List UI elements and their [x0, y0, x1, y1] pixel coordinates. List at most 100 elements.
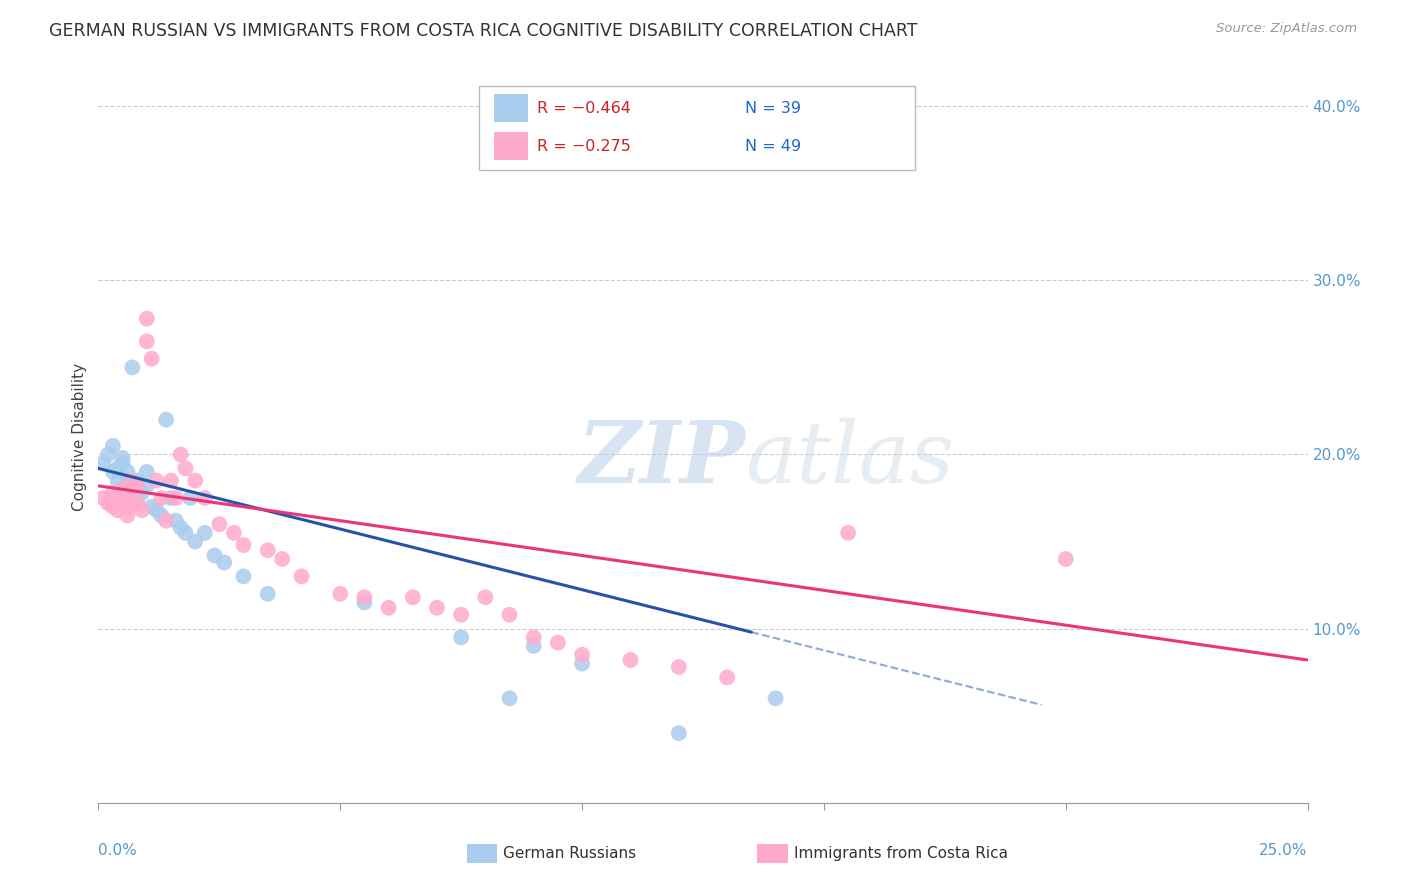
Text: Immigrants from Costa Rica: Immigrants from Costa Rica [793, 846, 1008, 861]
FancyBboxPatch shape [479, 86, 915, 170]
Point [668, 660, 690, 674]
Point [121, 474, 143, 488]
Point [145, 474, 167, 488]
Point [127, 491, 149, 505]
Point [450, 607, 472, 622]
Point [498, 691, 520, 706]
Point [165, 491, 187, 505]
Point [107, 503, 129, 517]
Point [353, 595, 375, 609]
Point [523, 631, 546, 645]
Point [212, 556, 235, 570]
Point [121, 483, 143, 497]
Point [107, 461, 129, 475]
Bar [494, 132, 527, 160]
Point [97, 448, 120, 462]
Point [174, 525, 197, 540]
Point [117, 500, 139, 514]
Point [426, 600, 449, 615]
Point [101, 500, 124, 514]
Point [194, 491, 217, 505]
Point [194, 525, 217, 540]
Point [353, 591, 375, 605]
Point [222, 525, 245, 540]
Point [101, 465, 124, 479]
Text: 0.0%: 0.0% [98, 843, 138, 858]
Point [150, 508, 173, 523]
Point [179, 491, 201, 505]
Point [107, 474, 129, 488]
Point [121, 360, 143, 375]
Point [135, 311, 157, 326]
Point [155, 514, 177, 528]
Point [91, 491, 114, 505]
Point [111, 450, 134, 465]
Point [127, 496, 149, 510]
Point [111, 483, 134, 497]
Point [256, 543, 278, 558]
Point [837, 525, 859, 540]
Point [117, 508, 139, 523]
Point [329, 587, 352, 601]
Point [256, 587, 278, 601]
Point [169, 521, 191, 535]
Point [184, 534, 207, 549]
Point [571, 657, 593, 671]
Point [160, 474, 183, 488]
Point [174, 461, 197, 475]
Point [135, 465, 157, 479]
Point [101, 439, 124, 453]
Text: ZIP: ZIP [578, 417, 745, 500]
Point [155, 412, 177, 426]
Point [402, 591, 425, 605]
Point [619, 653, 641, 667]
Point [169, 448, 191, 462]
Point [765, 691, 787, 706]
Point [127, 474, 149, 488]
Y-axis label: Cognitive Disability: Cognitive Disability [72, 363, 87, 511]
Point [160, 491, 183, 505]
Point [111, 456, 134, 470]
Text: 25.0%: 25.0% [1260, 843, 1308, 858]
Point [117, 465, 139, 479]
Text: N = 49: N = 49 [745, 139, 801, 154]
Point [121, 485, 143, 500]
Text: atlas: atlas [745, 417, 955, 500]
Point [150, 491, 173, 505]
Point [97, 496, 120, 510]
Text: R = −0.464: R = −0.464 [537, 101, 631, 116]
Text: German Russians: German Russians [503, 846, 637, 861]
Point [1054, 552, 1077, 566]
Point [232, 538, 254, 552]
Point [111, 496, 134, 510]
Point [135, 334, 157, 349]
Point [290, 569, 312, 583]
Point [165, 514, 187, 528]
Point [232, 569, 254, 583]
Point [523, 639, 546, 653]
Bar [467, 845, 498, 863]
Point [101, 485, 124, 500]
Point [117, 474, 139, 488]
Point [135, 479, 157, 493]
Point [184, 474, 207, 488]
Text: R = −0.275: R = −0.275 [537, 139, 631, 154]
Point [668, 726, 690, 740]
Point [131, 503, 153, 517]
Text: N = 39: N = 39 [745, 101, 801, 116]
Bar [494, 95, 527, 122]
Point [91, 456, 114, 470]
Point [571, 648, 593, 662]
Point [377, 600, 399, 615]
Point [141, 500, 163, 514]
Point [131, 485, 153, 500]
Point [107, 491, 129, 505]
Point [204, 549, 226, 563]
Point [145, 503, 167, 517]
Bar [758, 845, 787, 863]
Point [450, 631, 472, 645]
Point [127, 479, 149, 493]
Point [498, 607, 520, 622]
Point [547, 635, 569, 649]
Point [716, 670, 738, 684]
